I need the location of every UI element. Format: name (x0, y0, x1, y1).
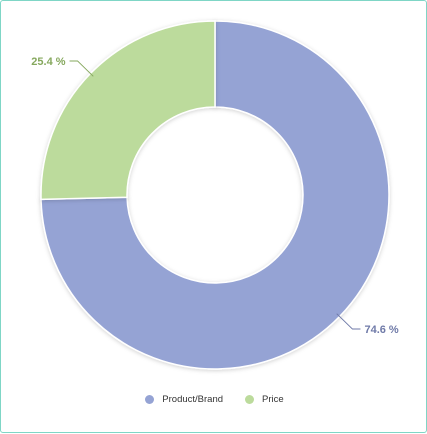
slice-product-brand[interactable] (40, 20, 390, 370)
legend-item-price[interactable]: Price (245, 394, 284, 405)
leader-line-product-brand (336, 313, 361, 330)
chart-legend: Product/Brand Price (1, 394, 427, 405)
legend-label-price: Price (262, 394, 284, 405)
legend-item-product-brand[interactable]: Product/Brand (145, 394, 223, 405)
data-label-price: 25.4 % (31, 56, 65, 68)
legend-swatch-price (245, 395, 255, 404)
data-label-product-brand: 74.6 % (364, 324, 398, 336)
leader-line-price (69, 60, 94, 77)
legend-label-product-brand: Product/Brand (162, 394, 224, 405)
legend-swatch-product-brand (145, 395, 155, 404)
slice-price[interactable] (40, 20, 216, 201)
